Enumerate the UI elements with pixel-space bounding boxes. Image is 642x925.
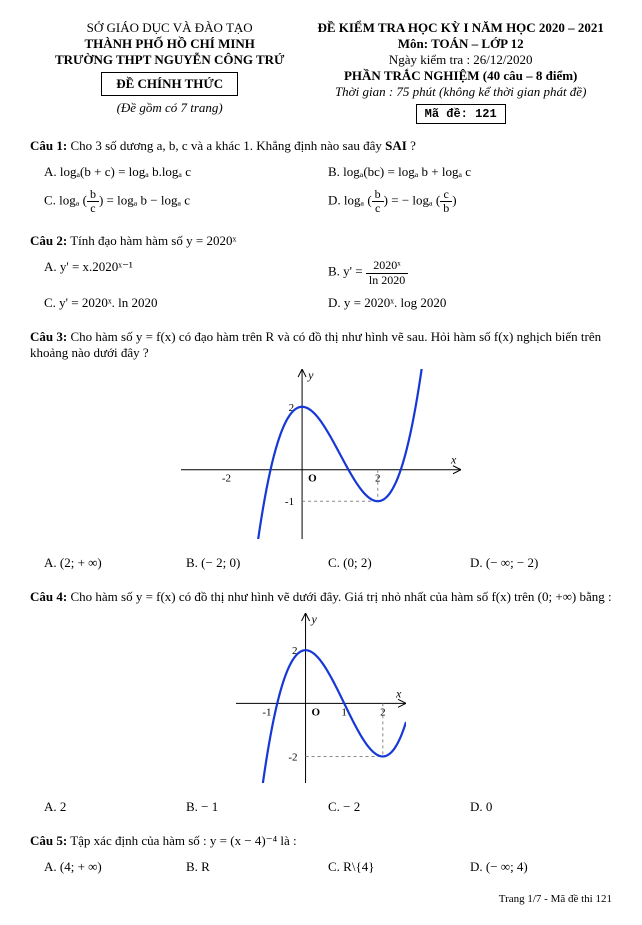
q1-c-num: b <box>87 188 99 202</box>
exam-title: ĐỀ KIỂM TRA HỌC KỲ I NĂM HỌC 2020 – 2021 <box>309 20 612 36</box>
q1-c-post: = logₐ b − logₐ c <box>107 193 191 208</box>
official-label: ĐỀ CHÍNH THỨC <box>101 72 238 96</box>
q5-label: Câu 5: <box>30 833 67 848</box>
q3-opt-d: D. (− ∞; − 2) <box>470 551 612 575</box>
q1-suffix: ? <box>407 138 416 153</box>
header-left: SỞ GIÁO DỤC VÀ ĐÀO TẠO THÀNH PHỐ HỒ CHÍ … <box>30 20 309 124</box>
q3-graph: -222-1Oxy <box>181 369 461 539</box>
q2-opt-d: D. y = 2020ˣ. log 2020 <box>328 291 612 315</box>
q1-c-pre: C. logₐ <box>44 193 79 208</box>
question-3: Câu 3: Cho hàm số y = f(x) có đạo hàm tr… <box>30 329 612 361</box>
q1-opt-c: C. logₐ (bc) = logₐ b − logₐ c <box>44 184 328 219</box>
pages-note: (Đề gồm có 7 trang) <box>30 100 309 116</box>
dept-line2: THÀNH PHỐ HỒ CHÍ MINH <box>30 36 309 52</box>
q2-label: Câu 2: <box>30 233 67 248</box>
q1-opt-d: D. logₐ (bc) = − logₐ (cb) <box>328 184 612 219</box>
q3-options: A. (2; + ∞) B. (− 2; 0) C. (0; 2) D. (− … <box>44 551 612 575</box>
svg-text:-1: -1 <box>262 706 271 718</box>
q4-text: Cho hàm số y = f(x) có đồ thị như hình v… <box>67 589 611 604</box>
q4-opt-b: B. − 1 <box>186 795 328 819</box>
exam-date: Ngày kiểm tra : 26/12/2020 <box>309 52 612 68</box>
dept-line1: SỞ GIÁO DỤC VÀ ĐÀO TẠO <box>30 20 309 36</box>
q4-opt-d: D. 0 <box>470 795 612 819</box>
chart-1: -222-1Oxy <box>30 369 612 543</box>
svg-text:x: x <box>450 452 457 466</box>
q1-label: Câu 1: <box>30 138 67 153</box>
header-right: ĐỀ KIỂM TRA HỌC KỲ I NĂM HỌC 2020 – 2021… <box>309 20 612 124</box>
q1-d-den2: b <box>440 202 452 215</box>
q5-text: Tập xác định của hàm số : y = (x − 4)⁻⁴ … <box>67 833 296 848</box>
svg-text:-1: -1 <box>285 496 294 508</box>
q3-text: Cho hàm số y = f(x) có đạo hàm trên R và… <box>30 329 601 360</box>
q5-opt-b: B. R <box>186 855 328 879</box>
svg-text:O: O <box>308 472 317 484</box>
svg-text:x: x <box>395 686 402 700</box>
header: SỞ GIÁO DỤC VÀ ĐÀO TẠO THÀNH PHỐ HỒ CHÍ … <box>30 20 612 124</box>
question-2: Câu 2: Tính đạo hàm hàm số y = 2020ˣ <box>30 233 612 249</box>
q1-d-num: b <box>372 188 384 202</box>
q2-b-num: 2020ˣ <box>366 259 408 273</box>
q4-opt-c: C. − 2 <box>328 795 470 819</box>
q1-c-den: c <box>87 202 99 215</box>
svg-text:O: O <box>312 706 321 718</box>
chart-2: -1122-2Oxy <box>30 613 612 787</box>
q1-d-den: c <box>372 202 384 215</box>
question-1: Câu 1: Cho 3 số dương a, b, c và a khác … <box>30 138 612 154</box>
svg-text:-2: -2 <box>222 472 231 484</box>
q5-options: A. (4; + ∞) B. R C. R\{4} D. (− ∞; 4) <box>44 855 612 879</box>
q5-opt-c: C. R\{4} <box>328 855 470 879</box>
svg-text:-2: -2 <box>288 751 297 763</box>
q4-label: Câu 4: <box>30 589 67 604</box>
q2-b-pre: B. y' = <box>328 264 366 279</box>
q1-d-mid: = − logₐ <box>391 193 432 208</box>
q1-d-num2: c <box>440 188 452 202</box>
q3-opt-b: B. (− 2; 0) <box>186 551 328 575</box>
question-5: Câu 5: Tập xác định của hàm số : y = (x … <box>30 833 612 849</box>
q1-opt-a: A. logₐ(b + c) = logₐ b.logₐ c <box>44 160 328 184</box>
q1-options: A. logₐ(b + c) = logₐ b.logₐ c B. logₐ(b… <box>44 160 612 219</box>
svg-text:y: y <box>307 369 314 382</box>
q1-d-pre: D. logₐ <box>328 193 364 208</box>
section-title: PHẦN TRẮC NGHIỆM (40 câu – 8 điểm) <box>309 68 612 84</box>
q5-opt-a: A. (4; + ∞) <box>44 855 186 879</box>
q2-opt-c: C. y' = 2020ˣ. ln 2020 <box>44 291 328 315</box>
q2-opt-a: A. y' = x.2020ˣ⁻¹ <box>44 255 328 290</box>
q3-label: Câu 3: <box>30 329 67 344</box>
question-4: Câu 4: Cho hàm số y = f(x) có đồ thị như… <box>30 589 612 605</box>
subject: Môn: TOÁN – LỚP 12 <box>309 36 612 52</box>
q2-b-den: ln 2020 <box>366 274 408 287</box>
time-note: Thời gian : 75 phút (không kể thời gian … <box>309 84 612 100</box>
q4-graph: -1122-2Oxy <box>236 613 406 783</box>
q3-opt-c: C. (0; 2) <box>328 551 470 575</box>
q2-opt-b: B. y' = 2020ˣln 2020 <box>328 255 612 290</box>
q2-text: Tính đạo hàm hàm số y = 2020ˣ <box>67 233 236 248</box>
exam-code: Mã đề: 121 <box>416 104 506 124</box>
svg-text:y: y <box>311 613 318 626</box>
q5-opt-d: D. (− ∞; 4) <box>470 855 612 879</box>
q3-opt-a: A. (2; + ∞) <box>44 551 186 575</box>
q4-options: A. 2 B. − 1 C. − 2 D. 0 <box>44 795 612 819</box>
q1-opt-b: B. logₐ(bc) = logₐ b + logₐ c <box>328 160 612 184</box>
q1-text: Cho 3 số dương a, b, c và a khác 1. Khẳn… <box>67 138 385 153</box>
q1-sai: SAI <box>385 138 407 153</box>
q4-opt-a: A. 2 <box>44 795 186 819</box>
page-footer: Trang 1/7 - Mã đề thi 121 <box>30 893 612 905</box>
school-name: TRƯỜNG THPT NGUYỄN CÔNG TRỨ <box>30 52 309 68</box>
q2-options: A. y' = x.2020ˣ⁻¹ B. y' = 2020ˣln 2020 C… <box>44 255 612 314</box>
